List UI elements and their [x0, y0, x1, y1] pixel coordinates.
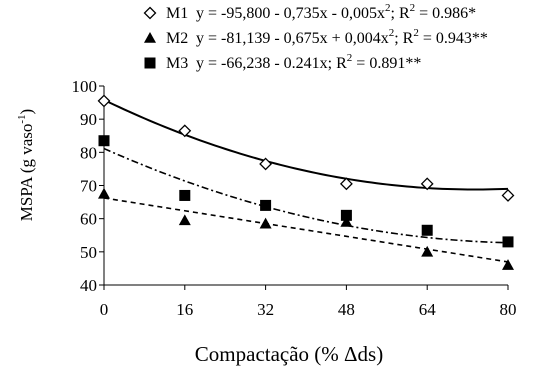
legend-r2-value: = 0.943** — [419, 30, 488, 47]
data-point-m2 — [421, 245, 434, 257]
legend-equation-sep: ; — [391, 5, 399, 22]
legend-equation: y = -81,139 - 0,675x + 0,004x2; R2 = 0.9… — [196, 27, 488, 47]
x-tick-label: 16 — [176, 300, 193, 319]
chart-legend: M1 y = -95,800 - 0,735x - 0,005x2; R2 = 0… — [143, 2, 488, 72]
legend-entry-m2: M2 y = -81,139 - 0,675x + 0,004x2; R2 = 0… — [144, 27, 488, 47]
trend-line-m2 — [103, 197, 509, 263]
chart-axes: 40 50 60 70 80 90 100 0 16 32 48 64 80 — [72, 77, 517, 319]
data-point-m3 — [98, 135, 110, 147]
y-tick-label: 40 — [80, 276, 97, 295]
legend-r2-exponent: 2 — [347, 52, 353, 64]
legend-r2-value: = 0.986* — [415, 5, 476, 22]
y-tick-label: 80 — [80, 143, 97, 162]
legend-equation: y = -95,800 - 0,735x - 0,005x2; R2 = 0.9… — [196, 2, 476, 22]
legend-equation-exponent: 2 — [389, 27, 395, 39]
svg-text:MSPA (g vaso-1): MSPA (g vaso-1) — [16, 109, 36, 221]
data-point-m3 — [179, 189, 191, 201]
legend-equation-exponent: 2 — [385, 2, 391, 14]
data-point-m2 — [502, 259, 514, 270]
data-point-m3 — [340, 209, 352, 221]
legend-equation-text: y = -95,800 - 0,735x - 0,005x — [196, 5, 385, 22]
legend-equation: y = -66,238 - 0.241x; R2 = 0.891** — [196, 52, 421, 72]
y-tick-label: 60 — [80, 210, 97, 229]
data-markers — [97, 94, 515, 270]
x-tick-label: 48 — [338, 300, 355, 319]
data-point-m1 — [420, 177, 434, 191]
legend-r2-exponent: 2 — [410, 2, 416, 14]
legend-r2-exponent: 2 — [413, 27, 419, 39]
data-point-m2 — [340, 215, 353, 227]
y-tick-label: 50 — [80, 243, 97, 262]
data-point-m2 — [178, 214, 191, 226]
data-point-m1 — [339, 177, 353, 191]
legend-r2-label: R — [399, 5, 410, 22]
legend-equation-text: y = -66,238 - 0.241x; — [196, 55, 332, 72]
x-tick-label: 80 — [500, 300, 517, 319]
legend-series-name: M1 — [166, 5, 188, 22]
legend-equation-text: y = -81,139 - 0,675x + 0,004x — [196, 30, 389, 47]
legend-marker-m3 — [144, 57, 156, 69]
trend-lines — [103, 99, 509, 263]
legend-series-name: M2 — [166, 30, 188, 47]
y-axis-label-exponent: -1 — [16, 114, 28, 123]
y-axis-label-text: MSPA (g vaso — [17, 124, 36, 222]
y-tick-label: 70 — [80, 177, 97, 196]
legend-marker-m1 — [143, 6, 157, 20]
legend-equation-sep: ; — [394, 30, 402, 47]
data-point-m2 — [259, 217, 272, 229]
data-point-m2 — [98, 187, 110, 199]
legend-series-name: M3 — [166, 55, 188, 72]
x-tick-label: 32 — [257, 300, 274, 319]
legend-r2-label: R — [403, 30, 414, 47]
data-point-m3 — [260, 199, 272, 211]
y-tick-label: 90 — [80, 110, 97, 129]
legend-marker-m2 — [144, 32, 156, 43]
legend-r2-label: R — [336, 55, 347, 72]
data-point-m1 — [501, 189, 515, 202]
data-point-m1 — [259, 157, 273, 171]
legend-r2-value: = 0.891** — [352, 55, 421, 72]
x-axis-label: Compactação (% Δds) — [195, 342, 383, 366]
legend-entry-m1: M1 y = -95,800 - 0,735x - 0,005x2; R2 = 0… — [143, 2, 476, 22]
trend-line-m3 — [103, 147, 509, 244]
data-point-m3 — [421, 224, 433, 236]
trend-line-m1 — [103, 99, 509, 191]
y-axis-label-close: ) — [17, 109, 36, 115]
legend-entry-m3: M3 y = -66,238 - 0.241x; R2 = 0.891** — [144, 52, 421, 72]
y-axis-label: MSPA (g vaso-1) — [16, 109, 36, 221]
x-tick-label: 64 — [419, 300, 437, 319]
y-tick-label: 100 — [72, 77, 98, 96]
data-point-m1 — [178, 124, 192, 138]
x-tick-label: 0 — [100, 300, 109, 319]
data-point-m3 — [502, 236, 514, 248]
data-point-m1 — [97, 94, 111, 108]
